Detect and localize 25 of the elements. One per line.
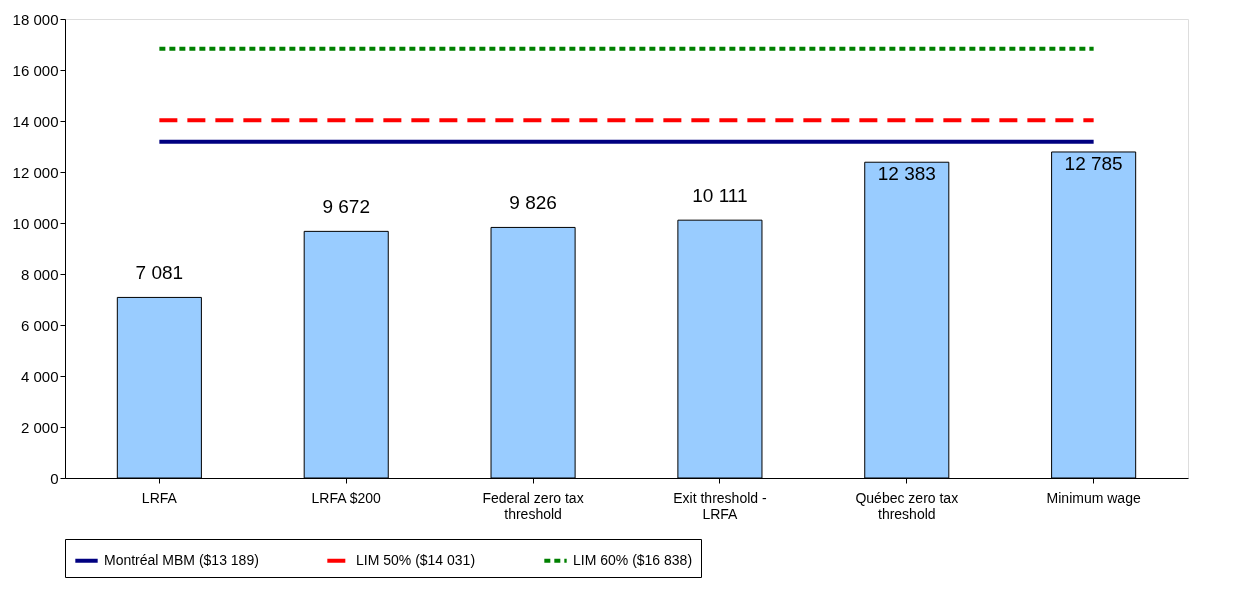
y-tick-label: 2 000 [20, 418, 59, 436]
data-label: 9 672 [322, 196, 370, 218]
y-tick-label: 16 000 [12, 61, 59, 79]
y-tick-label: 8 000 [20, 265, 59, 283]
y-tick-label: 18 000 [12, 10, 59, 28]
x-tick-label: Minimum wage [1046, 489, 1141, 506]
data-label: 7 081 [135, 262, 184, 284]
y-tick-label: 14 000 [12, 112, 59, 130]
x-tick-label: Québec zero tax threshold [855, 489, 959, 522]
y-tick-label: 12 000 [12, 163, 59, 181]
x-tick-label: Federal zero tax threshold [482, 489, 584, 522]
legend-label: LIM 60% ($16 838) [573, 551, 693, 568]
y-tick-label: 10 000 [12, 214, 59, 232]
y-tick-label: 6 000 [20, 316, 59, 334]
x-tick-label: Exit threshold - LRFA [673, 489, 767, 522]
y-tick-label: 0 [50, 469, 59, 487]
data-label: 12 785 [1064, 152, 1123, 174]
data-label: 10 111 [692, 185, 748, 207]
legend-label: Montréal MBM ($13 189) [104, 551, 259, 568]
data-label: 12 383 [877, 163, 936, 185]
x-tick-label: LRFA [141, 489, 178, 506]
legend-label: LIM 50% ($14 031) [356, 551, 476, 568]
data-label: 9 826 [509, 192, 557, 214]
x-tick-label: LRFA $200 [311, 489, 382, 506]
y-tick-label: 4 000 [20, 367, 59, 385]
